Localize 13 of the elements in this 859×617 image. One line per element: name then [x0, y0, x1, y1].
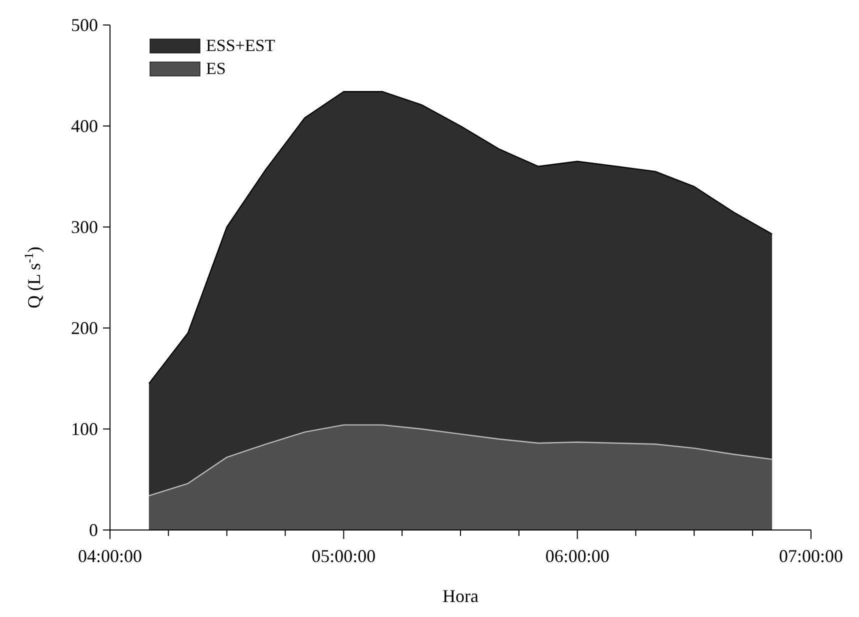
x-tick-label: 07:00:00 — [778, 546, 844, 566]
y-tick-label: 500 — [71, 15, 98, 35]
y-tick-label: 0 — [89, 520, 98, 540]
x-tick-label: 06:00:00 — [545, 546, 610, 566]
x-tick-label: 04:00:00 — [78, 546, 142, 566]
y-tick-label: 300 — [71, 217, 98, 237]
y-tick-label: 400 — [71, 116, 98, 136]
x-tick-label: 05:00:00 — [312, 546, 376, 566]
legend-label: ES — [206, 59, 226, 78]
legend-label: ESS+EST — [206, 36, 276, 55]
x-axis-title: Hora — [442, 586, 478, 606]
y-tick-label: 200 — [71, 318, 98, 338]
y-tick-label: 100 — [71, 419, 98, 439]
